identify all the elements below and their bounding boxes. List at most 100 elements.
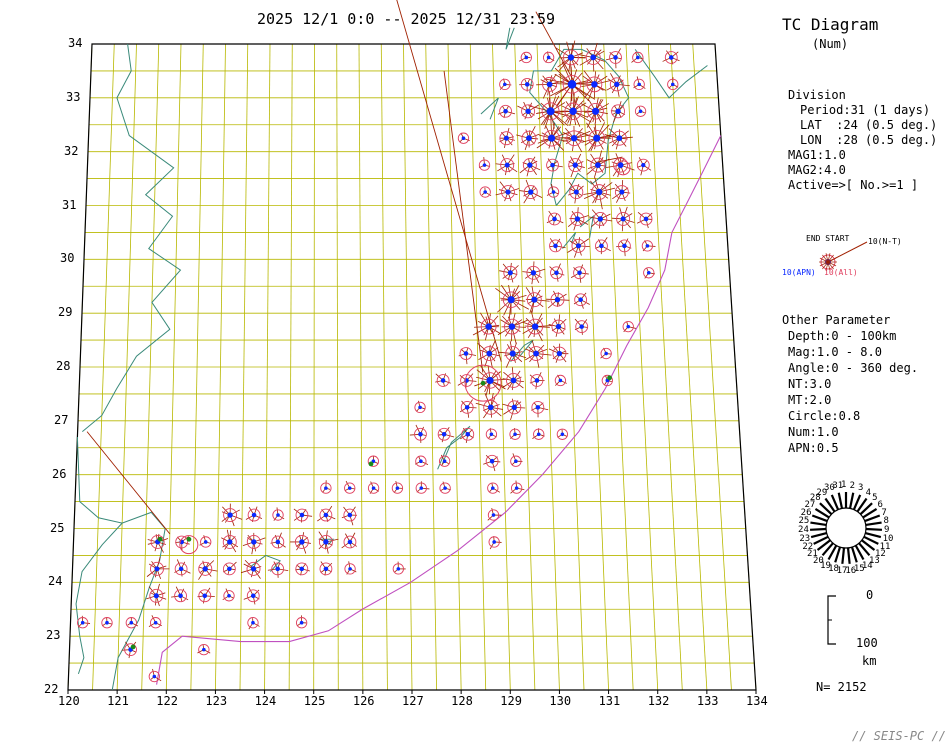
other-line: Num:1.0 bbox=[788, 425, 839, 439]
lon-tick-label: 124 bbox=[254, 694, 277, 708]
lon-tick-label: 134 bbox=[746, 694, 768, 708]
count-circle bbox=[414, 401, 426, 414]
count-circle bbox=[543, 129, 560, 147]
day-wheel-spoke bbox=[848, 492, 855, 509]
day-wheel-label: 3 bbox=[857, 483, 864, 494]
day-wheel-spoke bbox=[865, 531, 882, 539]
apn-dot bbox=[641, 162, 646, 168]
day-wheel-label: 14 bbox=[861, 560, 873, 571]
day-wheel-label: 16 bbox=[845, 565, 857, 576]
count-circle bbox=[609, 77, 624, 92]
legend-spoke bbox=[827, 261, 831, 271]
count-circle bbox=[505, 346, 521, 361]
count-circle bbox=[483, 399, 499, 415]
day-wheel-label: 31 bbox=[832, 480, 844, 491]
count-circle bbox=[618, 239, 631, 253]
apn-dot bbox=[531, 296, 538, 303]
count-circle bbox=[590, 157, 606, 173]
day-wheel-spoke bbox=[811, 514, 828, 523]
day-wheel-label: 10 bbox=[882, 533, 894, 544]
day-wheel-label: 15 bbox=[853, 564, 865, 575]
apn-dot bbox=[579, 324, 584, 329]
apn-dot bbox=[250, 593, 256, 599]
long-spoke bbox=[443, 70, 484, 373]
day-wheel-label: 5 bbox=[872, 493, 878, 504]
apn-dot bbox=[560, 432, 565, 437]
apn-dot bbox=[578, 297, 583, 302]
count-circle bbox=[520, 77, 534, 91]
apn-dot bbox=[670, 82, 675, 87]
coast-segment bbox=[250, 554, 281, 572]
apn-dot bbox=[534, 378, 540, 383]
coastline bbox=[75, 27, 708, 691]
apn-dot bbox=[616, 135, 623, 142]
count-circle bbox=[436, 374, 450, 387]
lon-tick-label: 127 bbox=[402, 694, 424, 708]
lat-tick-label: 24 bbox=[48, 574, 63, 589]
count-circle bbox=[367, 482, 380, 494]
apn-dot bbox=[347, 512, 353, 518]
apn-dot bbox=[276, 513, 280, 517]
count-circle bbox=[481, 372, 499, 389]
count-circle bbox=[222, 534, 237, 549]
count-circle bbox=[460, 374, 473, 387]
day-wheel-spoke bbox=[841, 547, 846, 564]
count-circle bbox=[566, 130, 583, 147]
count-circle bbox=[499, 104, 512, 118]
count-circle bbox=[438, 455, 451, 467]
legend-subtitle: (Num) bbox=[812, 37, 849, 51]
apn-dot bbox=[590, 54, 597, 61]
legend-graphics bbox=[809, 241, 883, 645]
count-circle bbox=[563, 49, 579, 66]
apn-dot bbox=[597, 216, 603, 222]
trench-line bbox=[156, 135, 722, 685]
depth-unit-label: km bbox=[862, 654, 877, 668]
lat-tick-label: 23 bbox=[46, 628, 61, 643]
long-spoke bbox=[86, 431, 171, 535]
apn-dot bbox=[299, 539, 305, 545]
count-circle bbox=[554, 374, 567, 387]
other-line: NT:3.0 bbox=[788, 377, 832, 391]
apn-dot bbox=[418, 432, 423, 437]
lon-tick-label: 122 bbox=[156, 694, 178, 708]
day-wheel-label: 7 bbox=[881, 508, 887, 519]
apn-dot bbox=[503, 135, 509, 141]
count-circle bbox=[295, 617, 308, 629]
apn-dot bbox=[463, 351, 469, 356]
lon-tick-label: 121 bbox=[107, 694, 129, 708]
count-circle bbox=[294, 534, 309, 549]
count-circle bbox=[527, 318, 544, 335]
count-circle bbox=[585, 50, 601, 65]
count-circle bbox=[149, 588, 164, 603]
day-wheel-spoke bbox=[821, 542, 834, 557]
count-circle bbox=[587, 103, 604, 120]
apn-dot bbox=[251, 539, 257, 545]
apn-dot bbox=[536, 432, 541, 437]
legend-spoke bbox=[827, 257, 837, 263]
day-wheel-label: 1 bbox=[841, 480, 847, 490]
apn-dot bbox=[514, 486, 519, 490]
apn-dot bbox=[599, 243, 604, 249]
day-wheel-spoke bbox=[856, 497, 868, 513]
apn-dot bbox=[553, 243, 558, 249]
apn-dot bbox=[503, 109, 508, 114]
day-wheel-spoke bbox=[830, 494, 840, 511]
green-dot bbox=[157, 536, 163, 542]
lon-tick-label: 125 bbox=[303, 694, 326, 708]
apn-dot bbox=[504, 162, 510, 168]
day-wheel-label: 21 bbox=[806, 549, 818, 560]
apn-dot bbox=[419, 459, 423, 464]
apn-dot bbox=[593, 134, 601, 142]
count-circle bbox=[600, 347, 612, 360]
lat-tick-label: 27 bbox=[54, 412, 69, 427]
apn-dot bbox=[105, 620, 109, 625]
apn-dot bbox=[530, 270, 537, 276]
apn-dot bbox=[554, 297, 561, 303]
legend-spoke bbox=[819, 261, 829, 267]
day-wheel-spoke bbox=[865, 521, 882, 527]
large-circle bbox=[464, 364, 502, 402]
count-circle bbox=[500, 158, 515, 173]
apn-dot bbox=[323, 539, 329, 545]
depth-bottom-label: 100 bbox=[856, 636, 878, 650]
